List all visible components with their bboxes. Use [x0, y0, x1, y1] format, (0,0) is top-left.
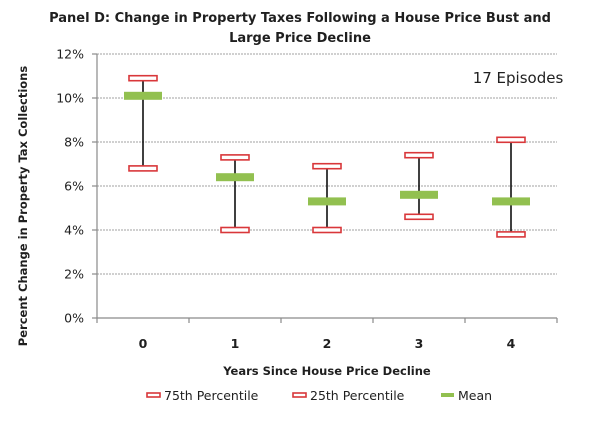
p25-marker	[128, 165, 158, 172]
mean-marker	[308, 197, 346, 206]
p75-marker	[128, 74, 158, 82]
p25-marker	[312, 226, 342, 234]
x-axis-ticks: 0 1 2 3 4	[96, 318, 558, 351]
x-tick-label: 3	[415, 336, 424, 351]
y-axis-title: Percent Change in Property Tax Collectio…	[16, 66, 30, 347]
mean-marker	[124, 91, 162, 100]
mean-marker	[400, 190, 438, 199]
y-tick-label: 12%	[56, 47, 84, 62]
legend-label-75th-percentile: 75th Percentile	[164, 388, 259, 403]
chart-title-line-1: Panel D: Change in Property Taxes Follow…	[49, 11, 551, 26]
legend-swatch-mean	[441, 393, 454, 397]
y-tick-label: 4%	[64, 223, 84, 238]
mean-marker	[216, 173, 254, 182]
y-tick-label: 10%	[56, 91, 84, 106]
x-tick-label: 0	[139, 336, 148, 351]
p25-marker	[404, 213, 434, 221]
p75-marker	[312, 162, 342, 170]
chart-title-line-2: Large Price Decline	[229, 31, 371, 46]
legend-label-25th-percentile: 25th Percentile	[310, 388, 405, 403]
x-tick-label: 4	[507, 336, 516, 351]
x-axis-title: Years Since House Price Decline	[222, 364, 431, 378]
p25-marker	[496, 231, 526, 238]
p75-marker	[220, 154, 250, 161]
p25-marker	[220, 226, 250, 234]
episodes-annotation: 17 Episodes	[473, 69, 564, 87]
legend-label-mean: Mean	[458, 388, 492, 403]
legend-swatch-75th-percentile	[146, 392, 161, 398]
data-marks	[124, 74, 530, 238]
y-tick-label: 2%	[64, 267, 84, 282]
p75-marker	[496, 136, 526, 144]
x-tick-label: 2	[323, 336, 332, 351]
legend-swatch-25th-percentile	[292, 392, 307, 398]
x-tick-label: 1	[231, 336, 240, 351]
mean-marker	[492, 197, 530, 206]
p75-marker	[404, 151, 434, 159]
y-tick-label: 8%	[64, 135, 84, 150]
y-tick-label: 0%	[64, 311, 84, 326]
y-axis-ticks: 0% 2% 4% 6% 8% 10% 12%	[56, 47, 97, 326]
y-tick-label: 6%	[64, 179, 84, 194]
legend: 75th Percentile 25th Percentile Mean	[146, 388, 492, 403]
